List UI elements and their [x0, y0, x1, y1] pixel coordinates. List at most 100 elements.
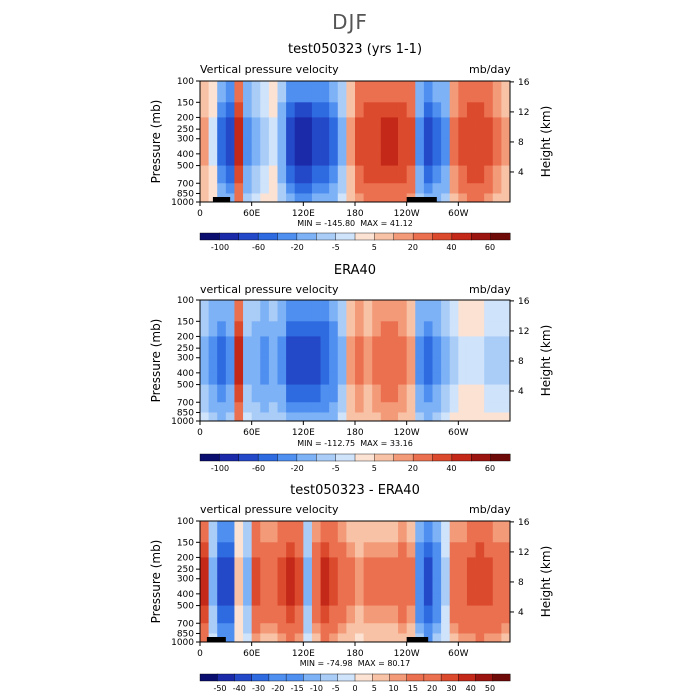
field-cell — [423, 372, 433, 385]
y-axis-label: Pressure (mb) — [149, 100, 163, 184]
field-cell — [355, 183, 365, 194]
x-tick-label: 180 — [346, 428, 363, 438]
field-cell — [294, 102, 304, 118]
field-cell — [406, 605, 416, 624]
field-cell — [346, 569, 356, 580]
field-cell — [225, 402, 235, 413]
field-cell — [234, 384, 244, 403]
field-cell — [311, 357, 321, 374]
field-cell — [355, 633, 365, 643]
field-cell — [251, 384, 261, 403]
field-cell — [346, 402, 356, 413]
right-tick-label: 16 — [518, 518, 530, 528]
right-tick-label: 8 — [518, 357, 524, 367]
field-cell — [406, 300, 416, 322]
field-cell — [423, 623, 433, 634]
colorbar-label: -15 — [291, 684, 304, 693]
field-cell — [208, 117, 218, 130]
field-cell — [311, 117, 321, 130]
field-cell — [200, 321, 210, 337]
field-cell — [311, 81, 321, 103]
field-cell — [432, 578, 442, 595]
field-cell — [260, 372, 270, 385]
field-cell — [286, 193, 296, 203]
field-cell — [492, 300, 502, 322]
field-cell — [458, 117, 468, 130]
field-cell — [389, 402, 399, 413]
field-cell — [217, 138, 227, 155]
field-cell — [501, 117, 511, 130]
field-cell — [294, 138, 304, 155]
field-cell — [260, 593, 270, 606]
field-cell — [355, 138, 365, 155]
field-cell — [243, 402, 253, 413]
x-tick-label: 60E — [243, 209, 260, 219]
field-cell — [441, 557, 451, 570]
field-cell — [294, 593, 304, 606]
field-cell — [337, 623, 347, 634]
field-cell — [208, 402, 218, 413]
field-cell — [200, 412, 210, 422]
x-tick-label: 120E — [292, 649, 315, 659]
field-cell — [475, 402, 485, 413]
field-cell — [208, 102, 218, 118]
field-cell — [415, 569, 425, 580]
field-cell — [286, 542, 296, 558]
field-cell — [268, 542, 278, 558]
field-cell — [423, 321, 433, 337]
field-cell — [346, 336, 356, 349]
field-cell — [200, 102, 210, 118]
field-cell — [251, 521, 261, 543]
field-cell — [380, 300, 390, 322]
field-cell — [217, 384, 227, 403]
topography-bar — [206, 637, 226, 642]
field-cell — [200, 81, 210, 103]
field-cell — [475, 102, 485, 118]
field-cell — [492, 633, 502, 643]
field-cell — [329, 153, 339, 166]
field-cell — [251, 153, 261, 166]
field-cell — [346, 412, 356, 422]
field-cell — [501, 578, 511, 595]
y-tick-label: 400 — [177, 590, 194, 600]
right-axis-label: Height (km) — [539, 546, 553, 617]
field-cell — [458, 569, 468, 580]
field-cell — [466, 348, 476, 359]
field-cell — [484, 384, 494, 403]
field-cell — [243, 623, 253, 634]
field-cell — [217, 557, 227, 570]
y-tick-label: 100 — [177, 517, 194, 527]
field-cell — [268, 129, 278, 140]
x-tick-label: 0 — [197, 428, 203, 438]
x-tick-label: 60W — [448, 428, 468, 438]
field-cell — [449, 633, 459, 643]
field-cell — [346, 542, 356, 558]
season-title: DJF — [332, 10, 368, 34]
field-cell — [243, 348, 253, 359]
y-tick-label: 150 — [177, 98, 194, 108]
field-cell — [475, 300, 485, 322]
field-cell — [225, 183, 235, 194]
field-cell — [200, 165, 210, 184]
field-cell — [492, 193, 502, 203]
field-cell — [329, 81, 339, 103]
panel-3-subtitle: vertical pressure velocity — [200, 503, 339, 516]
field-cell — [484, 138, 494, 155]
field-cell — [320, 521, 330, 543]
colorbar-label: 10 — [388, 684, 398, 693]
field-cell — [303, 578, 313, 595]
field-cell — [458, 300, 468, 322]
field-cell — [243, 569, 253, 580]
field-cell — [260, 557, 270, 570]
field-cell — [355, 193, 365, 203]
colorbar-label: 5 — [372, 464, 377, 473]
field-cell — [320, 542, 330, 558]
field-cell — [286, 402, 296, 413]
field-cell — [458, 372, 468, 385]
field-cell — [337, 102, 347, 118]
field-cell — [423, 542, 433, 558]
field-cell — [320, 605, 330, 624]
field-cell — [355, 117, 365, 130]
field-cell — [355, 102, 365, 118]
field-cell — [311, 165, 321, 184]
